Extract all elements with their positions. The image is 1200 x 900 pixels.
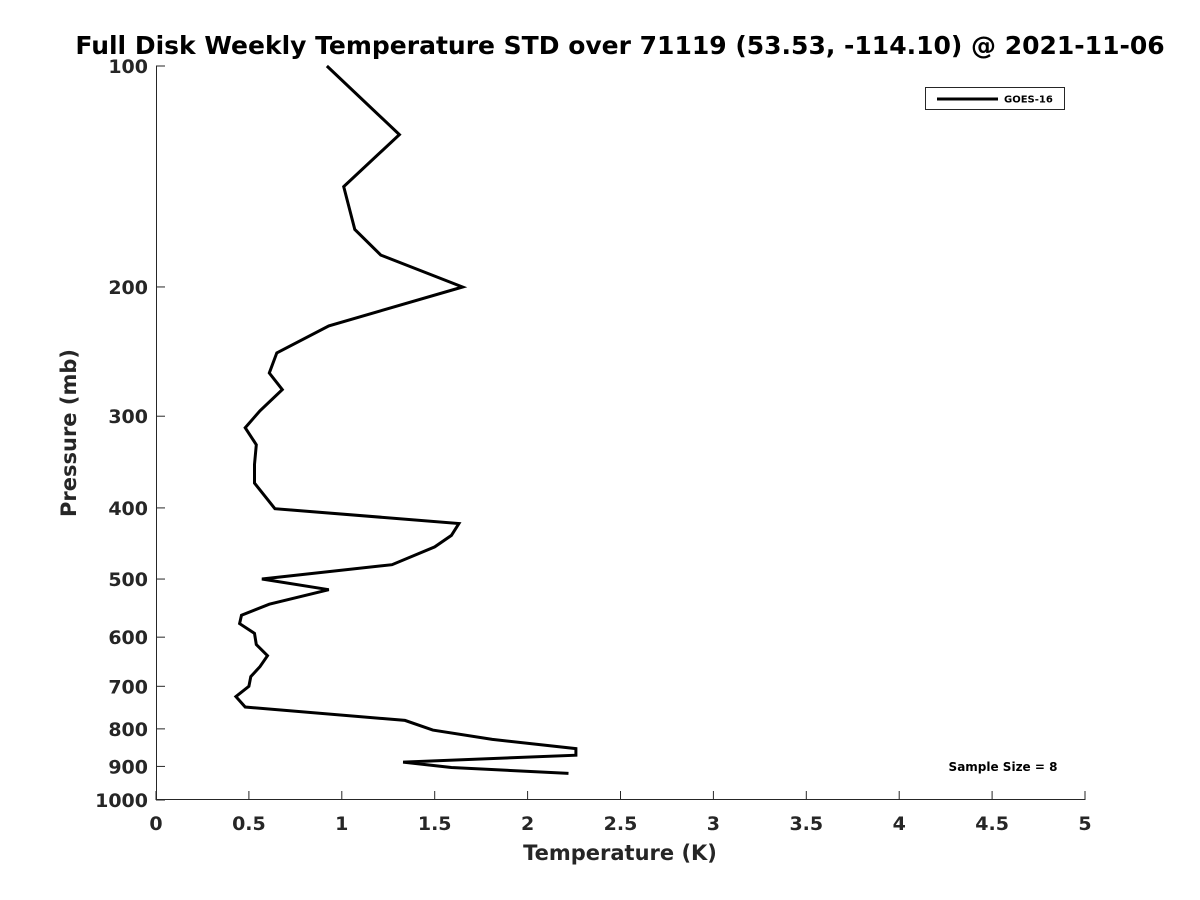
y-tick-label: 400 (108, 498, 148, 520)
x-tick-label: 3 (707, 813, 720, 835)
series-layer (233, 64, 578, 775)
chart-title: Full Disk Weekly Temperature STD over 71… (75, 31, 1164, 60)
series-line-goes16 (233, 64, 578, 775)
y-tick-label: 700 (108, 676, 148, 698)
x-tick-label: 1 (335, 813, 348, 835)
x-axis-label: Temperature (K) (523, 841, 717, 865)
plot-axes (156, 66, 1085, 800)
y-axis-label: Pressure (mb) (57, 349, 81, 517)
y-tick-label: 600 (108, 627, 148, 649)
y-tick-label: 800 (108, 719, 148, 741)
y-tick-label: 500 (108, 569, 148, 591)
y-tick-label: 900 (108, 756, 148, 778)
x-axis-ticks: 0 0.5 1 1.5 2 2.5 3 3.5 4 4.5 5 (149, 791, 1092, 835)
legend-label-goes16: GOES-16 (1004, 95, 1053, 106)
y-tick-label: 1000 (95, 790, 148, 812)
legend: GOES-16 (925, 87, 1065, 110)
sample-size-annotation: Sample Size = 8 (949, 760, 1058, 774)
y-tick-label: 200 (108, 277, 148, 299)
y-axis-ticks: 100 200 300 400 500 600 700 800 900 1000 (95, 56, 165, 812)
x-tick-label: 5 (1078, 813, 1091, 835)
y-tick-label: 100 (108, 56, 148, 78)
x-tick-label: 2.5 (604, 813, 638, 835)
x-tick-label: 2 (521, 813, 534, 835)
x-tick-label: 3.5 (789, 813, 823, 835)
x-tick-label: 4 (893, 813, 906, 835)
x-tick-label: 1.5 (418, 813, 452, 835)
x-tick-label: 0.5 (232, 813, 266, 835)
x-tick-label: 0 (149, 813, 162, 835)
x-tick-label: 4.5 (975, 813, 1009, 835)
y-tick-label: 300 (108, 406, 148, 428)
